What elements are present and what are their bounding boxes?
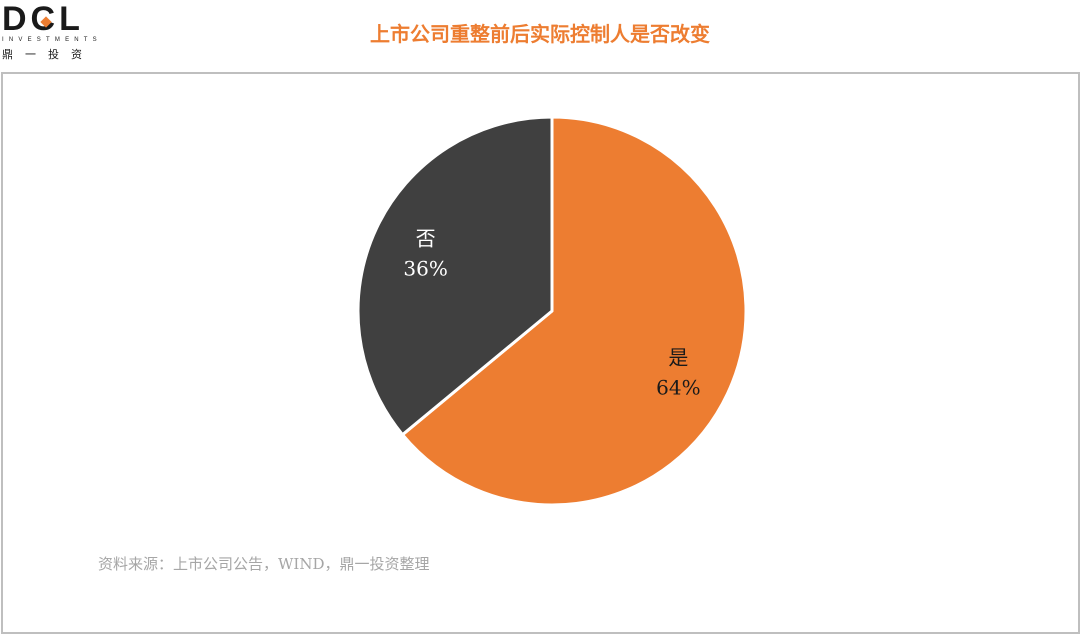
logo-chinese-name: 鼎一投资 <box>2 48 94 61</box>
pie-slice-1 <box>356 115 554 437</box>
source-note: 资料来源：上市公司公告，WIND，鼎一投资整理 <box>98 555 430 573</box>
slice-value-label-1: 36% <box>403 257 447 281</box>
logo-mark: DCL <box>2 1 84 37</box>
slice-category-label-1: 否 <box>416 227 436 251</box>
logo-subtitle: INVESTMENTS <box>2 37 102 43</box>
slice-category-label-0: 是 <box>668 345 688 369</box>
slice-value-label-0: 64% <box>656 375 700 399</box>
logo: DCL INVESTMENTS 鼎一投资 <box>0 0 100 64</box>
pie-slice-0 <box>401 115 748 507</box>
page-title: 上市公司重整前后实际控制人是否改变 <box>370 22 710 46</box>
